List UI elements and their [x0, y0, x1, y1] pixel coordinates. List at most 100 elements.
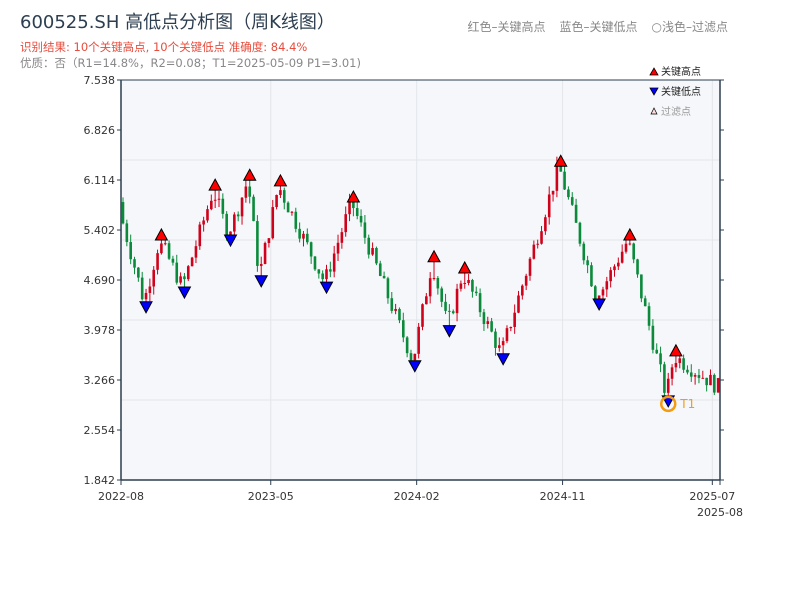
candle-body [186, 266, 190, 280]
note-light-filtered: ○浅色–过滤点 [651, 20, 728, 34]
candle-body [256, 221, 259, 266]
candle-body [378, 263, 382, 276]
t1-label: T1 [679, 397, 695, 411]
candle-body [651, 325, 655, 350]
candle-body [517, 295, 520, 313]
y-tick-label: 3.266 [84, 374, 116, 387]
candle-body [409, 353, 413, 361]
candle-body [225, 213, 228, 238]
candle-body [294, 211, 298, 229]
candle-body [267, 238, 271, 244]
candle-body [359, 215, 363, 223]
candle-body [689, 372, 693, 377]
candle-body [190, 257, 194, 267]
candle-body [536, 243, 539, 245]
candle-body [467, 279, 470, 283]
candle-body [578, 222, 582, 244]
candle-body [693, 375, 697, 377]
candle-body [355, 208, 359, 216]
legend-filtered-label: 过滤点 [661, 105, 691, 118]
key-high-marker [623, 227, 637, 241]
candle-body [567, 189, 570, 198]
y-tick-label: 4.690 [84, 274, 116, 287]
candle-body [179, 276, 182, 283]
legend-high-label: 关键高点 [661, 65, 701, 78]
candle-body [440, 288, 443, 302]
candle-body [325, 269, 328, 280]
candle-body [432, 277, 436, 279]
candle-body [313, 256, 317, 270]
legend-low-icon [649, 87, 659, 96]
note-blue-low: 蓝色–关键低点 [559, 20, 638, 34]
candle-body [494, 331, 497, 348]
candle-body [394, 308, 397, 311]
candle-body [148, 286, 152, 293]
candle-body [298, 228, 301, 239]
candle-body [451, 311, 455, 314]
candle-body [497, 345, 501, 348]
candle-body [271, 207, 275, 239]
candle-body [163, 243, 167, 245]
candle-body [233, 214, 236, 232]
candle-body [532, 244, 536, 259]
candle-body [321, 273, 324, 280]
candle-body [697, 375, 701, 378]
candle-body [682, 358, 685, 370]
x-tick-label: 2025-08 [697, 506, 743, 519]
key-low-marker [223, 234, 238, 248]
candle-body [570, 197, 574, 205]
candle-body [421, 304, 424, 327]
candle-body [547, 194, 551, 218]
candle-body [340, 232, 344, 243]
candle-body [413, 353, 417, 361]
candle-body [674, 362, 678, 368]
candle-body [471, 279, 474, 292]
key-low-marker [592, 298, 606, 312]
candle-body [559, 163, 563, 172]
candle-body [282, 190, 286, 203]
candle-body [482, 312, 486, 324]
candle-body [398, 308, 401, 321]
key-high-marker [154, 227, 169, 241]
candle-body [713, 374, 716, 393]
y-tick-label: 2.554 [84, 424, 116, 437]
legend-filtered-icon [650, 107, 658, 115]
candle-body [137, 267, 140, 278]
candle-body [709, 374, 712, 386]
candle-body [317, 269, 321, 274]
y-tick-label: 3.978 [84, 324, 116, 337]
candle-body [171, 258, 175, 263]
candle-body [306, 233, 309, 243]
candle-body [551, 190, 555, 195]
candle-body [240, 197, 244, 217]
candle-body [593, 286, 597, 299]
candle-body [620, 251, 624, 263]
quality-summary: 优质：否（R1=14.8%，R2=0.08；T1=2025-05-09 P1=3… [20, 56, 361, 70]
candle-body [513, 312, 516, 327]
candle-body [329, 269, 332, 272]
candle-body [686, 369, 689, 373]
color-notes: 红色–关键高点 蓝色–关键低点 ○浅色–过滤点 [467, 20, 728, 35]
key-low-marker [407, 360, 422, 373]
candle-body [252, 196, 255, 222]
candle-body [133, 259, 136, 268]
key-high-marker [346, 190, 361, 203]
candle-body [459, 283, 463, 289]
candle-body [505, 328, 509, 342]
legend-high-icon [649, 67, 659, 76]
candle-body [636, 259, 639, 275]
candle-body [521, 285, 524, 296]
candle-body [236, 214, 240, 217]
candle-body [563, 171, 566, 190]
key-high-marker [242, 168, 257, 181]
candle-body [670, 367, 674, 379]
candle-body [455, 288, 459, 314]
candle-body [375, 247, 378, 264]
candle-body [501, 341, 505, 346]
candle-body [279, 190, 282, 195]
candle-body [478, 293, 482, 313]
t1-circle [659, 395, 677, 413]
candle-body [474, 291, 478, 294]
y-tick-label: 1.842 [84, 474, 116, 487]
